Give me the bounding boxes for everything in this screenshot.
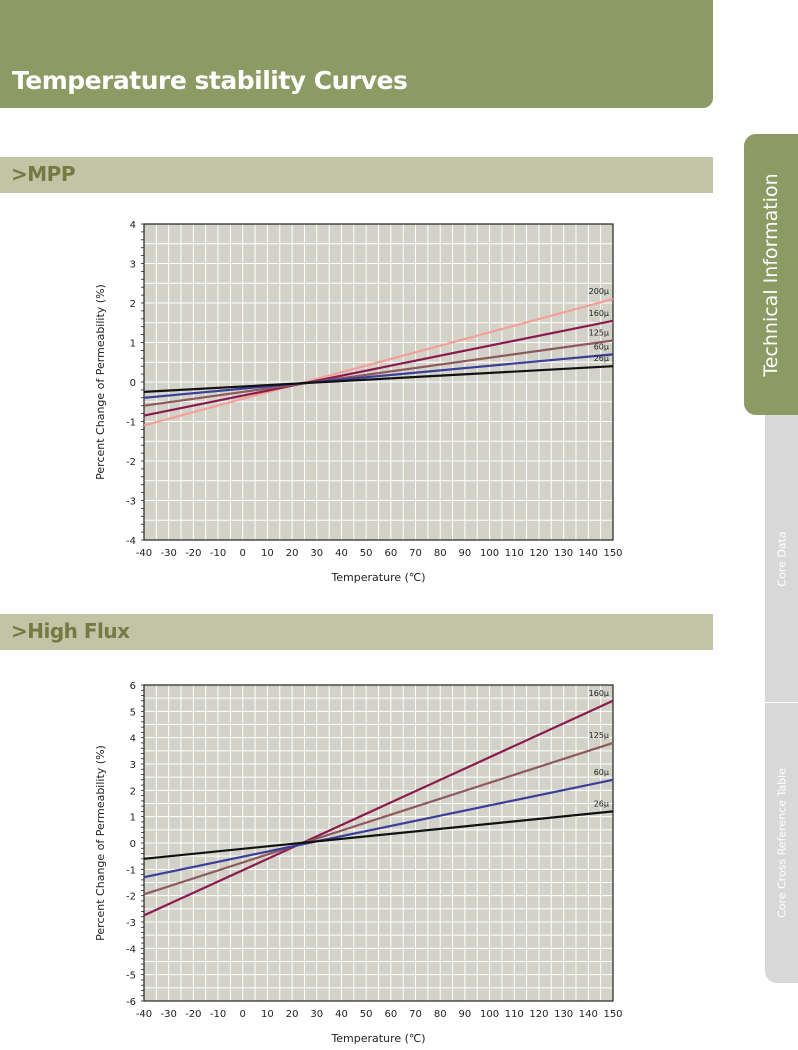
x-tick-label: 50 (360, 548, 373, 559)
x-tick-label: 50 (360, 1009, 373, 1020)
x-tick-label: 140 (579, 1009, 598, 1020)
y-tick-label: 4 (130, 220, 136, 231)
x-tick-label: 90 (459, 1009, 472, 1020)
x-tick-label: 130 (554, 548, 573, 559)
x-axis-label: Temperature (℃) (330, 1032, 425, 1045)
x-tick-label: -20 (185, 548, 201, 559)
series-label: 125μ (589, 731, 609, 740)
series-label: 200μ (589, 287, 609, 296)
y-tick-label: 2 (130, 299, 136, 310)
y-tick-label: -1 (126, 418, 136, 429)
x-tick-label: -40 (136, 1009, 152, 1020)
series-line-200μ (143, 297, 614, 427)
x-tick-label: 10 (261, 1009, 274, 1020)
x-tick-label: -10 (210, 1009, 226, 1020)
x-tick-label: 100 (480, 1009, 499, 1020)
x-tick-label: 80 (434, 548, 447, 559)
side-tab-technical-information[interactable]: Technical Information (744, 134, 798, 415)
page-header: Temperature stability Curves (0, 0, 713, 108)
section-header-mpp: >MPP (0, 157, 713, 193)
series-label: 160μ (589, 689, 609, 698)
x-tick-label: 80 (434, 1009, 447, 1020)
y-tick-label: -1 (126, 865, 136, 876)
x-tick-label: -20 (185, 1009, 201, 1020)
series-label: 26μ (594, 799, 609, 808)
x-tick-label: 130 (554, 1009, 573, 1020)
y-tick-label: -3 (126, 497, 136, 508)
y-tick-label: 4 (130, 734, 136, 745)
series-line-125μ (143, 741, 614, 896)
x-tick-label: 40 (335, 1009, 348, 1020)
y-tick-label: -2 (126, 892, 136, 903)
x-tick-label: -30 (161, 1009, 177, 1020)
x-tick-label: -30 (161, 548, 177, 559)
y-tick-label: 5 (130, 707, 136, 718)
series-label: 125μ (589, 329, 609, 338)
series-label: 60μ (594, 768, 609, 777)
side-tab-core-cross-reference[interactable]: Core Cross Reference Table (765, 703, 798, 983)
section-label-high-flux: >High Flux (11, 619, 130, 643)
section-label-mpp: >MPP (11, 162, 75, 186)
y-tick-label: -5 (126, 971, 136, 982)
y-tick-label: -3 (126, 918, 136, 929)
x-tick-label: 150 (603, 548, 622, 559)
y-tick-label: 3 (130, 260, 136, 271)
series-label: 160μ (589, 309, 609, 318)
x-tick-label: 20 (286, 1009, 299, 1020)
side-tab-label: Technical Information (760, 172, 782, 377)
x-tick-label: 20 (286, 548, 299, 559)
y-tick-label: -4 (126, 536, 136, 547)
y-tick-label: 1 (130, 339, 136, 350)
page-title: Temperature stability Curves (12, 66, 408, 95)
y-tick-label: -2 (126, 457, 136, 468)
y-tick-label: 3 (130, 760, 136, 771)
section-header-high-flux: >High Flux (0, 614, 713, 650)
series-label: 60μ (594, 342, 609, 351)
series-line-125μ (143, 339, 614, 407)
x-tick-label: 100 (480, 548, 499, 559)
x-tick-label: 30 (310, 1009, 323, 1020)
x-tick-label: 120 (529, 1009, 548, 1020)
x-tick-label: 60 (384, 1009, 397, 1020)
series-line-26μ (143, 810, 614, 860)
y-tick-label: -6 (126, 997, 136, 1008)
x-tick-label: -10 (210, 548, 226, 559)
x-tick-label: 70 (409, 548, 422, 559)
x-tick-label: 40 (335, 548, 348, 559)
y-tick-label: 6 (130, 681, 136, 692)
x-tick-label: -40 (136, 548, 152, 559)
x-tick-label: 60 (384, 548, 397, 559)
x-tick-label: 70 (409, 1009, 422, 1020)
side-tab-label: Core Cross Reference Table (775, 768, 788, 918)
x-tick-label: 90 (459, 548, 472, 559)
series-line-60μ (143, 778, 614, 879)
x-tick-label: 140 (579, 548, 598, 559)
y-axis-label: Percent Change of Permeability (%) (94, 745, 107, 941)
x-tick-label: 150 (603, 1009, 622, 1020)
y-tick-label: 0 (130, 839, 136, 850)
x-tick-label: 0 (240, 548, 246, 559)
y-tick-label: 0 (130, 378, 136, 389)
side-tab-core-data[interactable]: Core Data (765, 415, 798, 703)
y-tick-label: -4 (126, 944, 136, 955)
side-tab-divider (765, 702, 798, 703)
series-line-26μ (143, 365, 614, 393)
x-tick-label: 120 (529, 548, 548, 559)
x-tick-label: 10 (261, 548, 274, 559)
series-line-60μ (143, 353, 614, 399)
y-tick-label: 1 (130, 813, 136, 824)
y-axis-label: Percent Change of Permeability (%) (94, 284, 107, 480)
x-tick-label: 30 (310, 548, 323, 559)
x-tick-label: 110 (505, 1009, 524, 1020)
series-label: 26μ (594, 354, 609, 363)
x-tick-label: 0 (240, 1009, 246, 1020)
x-tick-label: 110 (505, 548, 524, 559)
series-line-160μ (143, 319, 614, 417)
y-tick-label: 2 (130, 786, 136, 797)
x-axis-label: Temperature (℃) (330, 571, 425, 584)
side-tab-label: Core Data (775, 531, 788, 587)
series-line-160μ (143, 699, 614, 917)
